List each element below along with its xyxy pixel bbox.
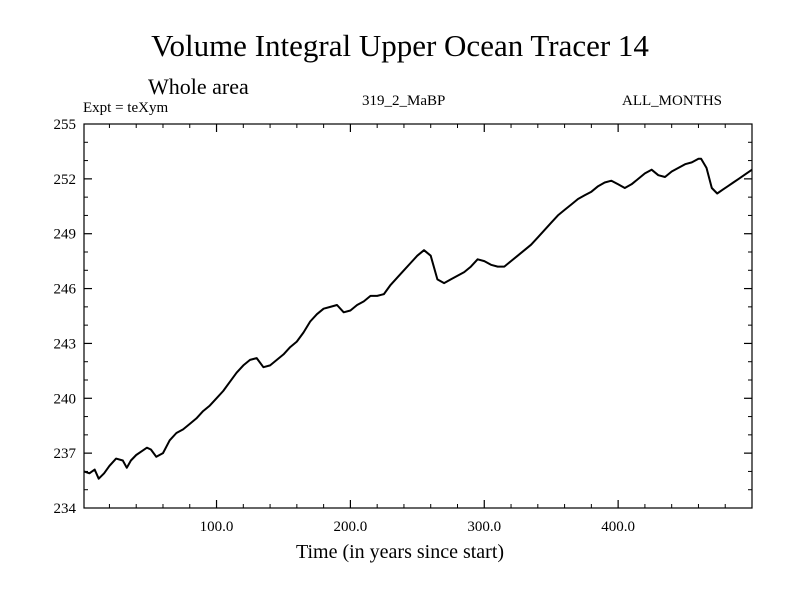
series-line: [83, 157, 753, 480]
y-tick-label: 240: [54, 391, 77, 407]
chart-title: Volume Integral Upper Ocean Tracer 14: [151, 28, 649, 63]
experiment-label: Expt = teXym: [83, 100, 169, 116]
x-tick-label: 200.0: [334, 519, 368, 535]
x-tick-label: 400.0: [601, 519, 635, 535]
chart-subtitle: Whole area: [148, 74, 249, 99]
x-tick-label: 300.0: [467, 519, 501, 535]
plot-frame: [83, 123, 753, 509]
y-tick-label: 246: [54, 282, 77, 298]
y-tick-label: 252: [54, 172, 77, 188]
y-tick-label: 255: [54, 117, 77, 133]
y-tick-label: 237: [54, 446, 77, 462]
x-axis-label: Time (in years since start): [295, 541, 505, 563]
run-id-label: 319_2_MaBP: [362, 93, 446, 109]
y-tick-label: 234: [54, 501, 77, 517]
y-tick-label: 243: [54, 336, 77, 352]
x-tick-label: 100.0: [200, 519, 234, 535]
y-tick-label: 249: [54, 227, 77, 243]
period-label: ALL_MONTHS: [622, 93, 722, 109]
